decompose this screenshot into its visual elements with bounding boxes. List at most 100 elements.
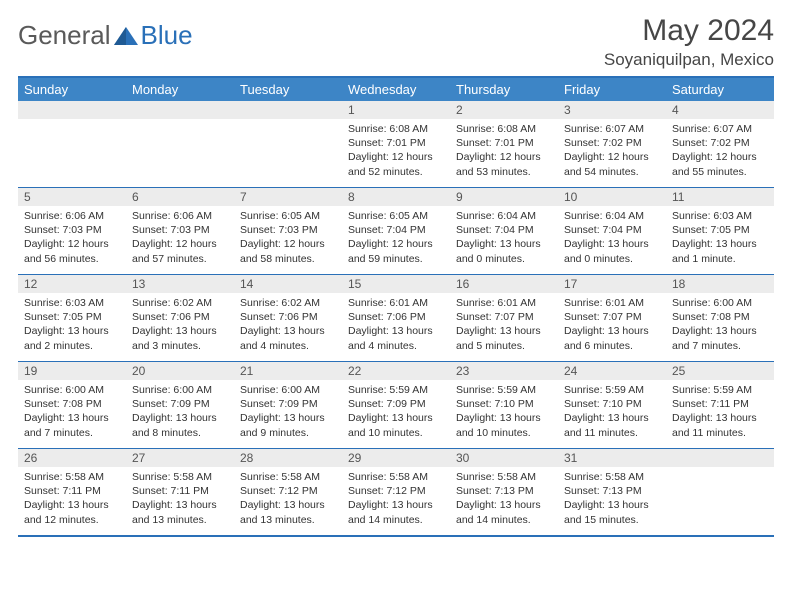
day-cell: 2 Sunrise: 6:08 AMSunset: 7:01 PMDaylight…: [450, 101, 558, 187]
day-cell: 17Sunrise: 6:01 AMSunset: 7:07 PMDayligh…: [558, 275, 666, 361]
day-text: Sunrise: 6:07 AMSunset: 7:02 PMDaylight:…: [666, 119, 774, 183]
calendar: SundayMondayTuesdayWednesdayThursdayFrid…: [18, 76, 774, 537]
sunset-line: Sunset: 7:13 PM: [564, 484, 660, 498]
day-cell: 26Sunrise: 5:58 AMSunset: 7:11 PMDayligh…: [18, 449, 126, 535]
sunrise-line: Sunrise: 6:03 AM: [24, 296, 120, 310]
day-text: Sunrise: 6:00 AMSunset: 7:08 PMDaylight:…: [666, 293, 774, 357]
day-cell: 20Sunrise: 6:00 AMSunset: 7:09 PMDayligh…: [126, 362, 234, 448]
sunset-line: Sunset: 7:10 PM: [564, 397, 660, 411]
day-number: 21: [234, 362, 342, 380]
day-number: 6: [126, 188, 234, 206]
day-number: 30: [450, 449, 558, 467]
day-cell: 12Sunrise: 6:03 AMSunset: 7:05 PMDayligh…: [18, 275, 126, 361]
daylight-line: Daylight: 13 hours and 10 minutes.: [456, 411, 552, 439]
daylight-line: Daylight: 12 hours and 52 minutes.: [348, 150, 444, 178]
sunset-line: Sunset: 7:03 PM: [240, 223, 336, 237]
day-number: 28: [234, 449, 342, 467]
sunset-line: Sunset: 7:05 PM: [24, 310, 120, 324]
day-cell: 18Sunrise: 6:00 AMSunset: 7:08 PMDayligh…: [666, 275, 774, 361]
week-row: 1Sunrise: 6:08 AMSunset: 7:01 PMDaylight…: [18, 101, 774, 188]
sunset-line: Sunset: 7:13 PM: [456, 484, 552, 498]
sunset-line: Sunset: 7:01 PM: [456, 136, 552, 150]
daylight-line: Daylight: 13 hours and 13 minutes.: [240, 498, 336, 526]
day-cell: 3Sunrise: 6:07 AMSunset: 7:02 PMDaylight…: [558, 101, 666, 187]
sunrise-line: Sunrise: 5:58 AM: [132, 470, 228, 484]
daylight-line: Daylight: 13 hours and 7 minutes.: [24, 411, 120, 439]
sunrise-line: Sunrise: 6:06 AM: [24, 209, 120, 223]
sunrise-line: Sunrise: 5:58 AM: [348, 470, 444, 484]
day-number: 27: [126, 449, 234, 467]
sunrise-line: Sunrise: 5:58 AM: [240, 470, 336, 484]
day-text: Sunrise: 6:03 AMSunset: 7:05 PMDaylight:…: [18, 293, 126, 357]
day-text: Sunrise: 5:58 AMSunset: 7:13 PMDaylight:…: [450, 467, 558, 531]
day-cell: 5Sunrise: 6:06 AMSunset: 7:03 PMDaylight…: [18, 188, 126, 274]
day-number: 16: [450, 275, 558, 293]
day-text: Sunrise: 5:59 AMSunset: 7:09 PMDaylight:…: [342, 380, 450, 444]
day-number: 29: [342, 449, 450, 467]
day-cell: 15Sunrise: 6:01 AMSunset: 7:06 PMDayligh…: [342, 275, 450, 361]
sunrise-line: Sunrise: 6:05 AM: [240, 209, 336, 223]
day-number: 11: [666, 188, 774, 206]
sunset-line: Sunset: 7:03 PM: [132, 223, 228, 237]
day-number: 2: [450, 101, 558, 119]
sunrise-line: Sunrise: 6:07 AM: [672, 122, 768, 136]
day-text: Sunrise: 6:02 AMSunset: 7:06 PMDaylight:…: [234, 293, 342, 357]
sunset-line: Sunset: 7:04 PM: [564, 223, 660, 237]
sunrise-line: Sunrise: 6:01 AM: [564, 296, 660, 310]
sunset-line: Sunset: 7:06 PM: [132, 310, 228, 324]
day-cell: [18, 101, 126, 187]
day-text: Sunrise: 6:01 AMSunset: 7:06 PMDaylight:…: [342, 293, 450, 357]
sunset-line: Sunset: 7:06 PM: [348, 310, 444, 324]
sunrise-line: Sunrise: 6:08 AM: [348, 122, 444, 136]
sunrise-line: Sunrise: 5:59 AM: [672, 383, 768, 397]
daylight-line: Daylight: 12 hours and 53 minutes.: [456, 150, 552, 178]
month-title: May 2024: [604, 14, 774, 48]
day-number: 10: [558, 188, 666, 206]
day-cell: 14Sunrise: 6:02 AMSunset: 7:06 PMDayligh…: [234, 275, 342, 361]
day-cell: 29 Sunrise: 5:58 AMSunset: 7:12 PMDayligh…: [342, 449, 450, 535]
day-cell: 11Sunrise: 6:03 AMSunset: 7:05 PMDayligh…: [666, 188, 774, 274]
sunrise-line: Sunrise: 5:58 AM: [24, 470, 120, 484]
sunset-line: Sunset: 7:11 PM: [132, 484, 228, 498]
sunset-line: Sunset: 7:07 PM: [456, 310, 552, 324]
day-number: 3: [558, 101, 666, 119]
day-number: 1: [342, 101, 450, 119]
logo: General Blue: [18, 20, 193, 51]
day-text: Sunrise: 5:58 AMSunset: 7:13 PMDaylight:…: [558, 467, 666, 531]
day-number-empty: [126, 101, 234, 119]
day-number: 23: [450, 362, 558, 380]
day-text: Sunrise: 6:02 AMSunset: 7:06 PMDaylight:…: [126, 293, 234, 357]
day-text: Sunrise: 6:07 AMSunset: 7:02 PMDaylight:…: [558, 119, 666, 183]
day-cell: 13Sunrise: 6:02 AMSunset: 7:06 PMDayligh…: [126, 275, 234, 361]
sunrise-line: Sunrise: 6:01 AM: [348, 296, 444, 310]
sunset-line: Sunset: 7:12 PM: [348, 484, 444, 498]
day-cell: 19Sunrise: 6:00 AMSunset: 7:08 PMDayligh…: [18, 362, 126, 448]
sunrise-line: Sunrise: 6:04 AM: [564, 209, 660, 223]
sunrise-line: Sunrise: 5:59 AM: [348, 383, 444, 397]
sunrise-line: Sunrise: 6:02 AM: [240, 296, 336, 310]
weekday-header: Friday: [558, 78, 666, 101]
day-cell: 25Sunrise: 5:59 AMSunset: 7:11 PMDayligh…: [666, 362, 774, 448]
day-number: 22: [342, 362, 450, 380]
day-text: Sunrise: 6:04 AMSunset: 7:04 PMDaylight:…: [450, 206, 558, 270]
day-text: Sunrise: 6:06 AMSunset: 7:03 PMDaylight:…: [18, 206, 126, 270]
daylight-line: Daylight: 13 hours and 6 minutes.: [564, 324, 660, 352]
sunrise-line: Sunrise: 5:59 AM: [564, 383, 660, 397]
daylight-line: Daylight: 13 hours and 4 minutes.: [348, 324, 444, 352]
day-cell: 27Sunrise: 5:58 AMSunset: 7:11 PMDayligh…: [126, 449, 234, 535]
day-cell: 16Sunrise: 6:01 AMSunset: 7:07 PMDayligh…: [450, 275, 558, 361]
sunset-line: Sunset: 7:12 PM: [240, 484, 336, 498]
sunset-line: Sunset: 7:11 PM: [672, 397, 768, 411]
day-cell: 6Sunrise: 6:06 AMSunset: 7:03 PMDaylight…: [126, 188, 234, 274]
weekday-header: Saturday: [666, 78, 774, 101]
day-text: Sunrise: 6:06 AMSunset: 7:03 PMDaylight:…: [126, 206, 234, 270]
sunset-line: Sunset: 7:10 PM: [456, 397, 552, 411]
sunrise-line: Sunrise: 6:08 AM: [456, 122, 552, 136]
day-number-empty: [18, 101, 126, 119]
weekday-header: Sunday: [18, 78, 126, 101]
weekday-header: Monday: [126, 78, 234, 101]
daylight-line: Daylight: 13 hours and 14 minutes.: [348, 498, 444, 526]
day-text: Sunrise: 5:58 AMSunset: 7:11 PMDaylight:…: [126, 467, 234, 531]
daylight-line: Daylight: 13 hours and 3 minutes.: [132, 324, 228, 352]
day-cell: 23Sunrise: 5:59 AMSunset: 7:10 PMDayligh…: [450, 362, 558, 448]
